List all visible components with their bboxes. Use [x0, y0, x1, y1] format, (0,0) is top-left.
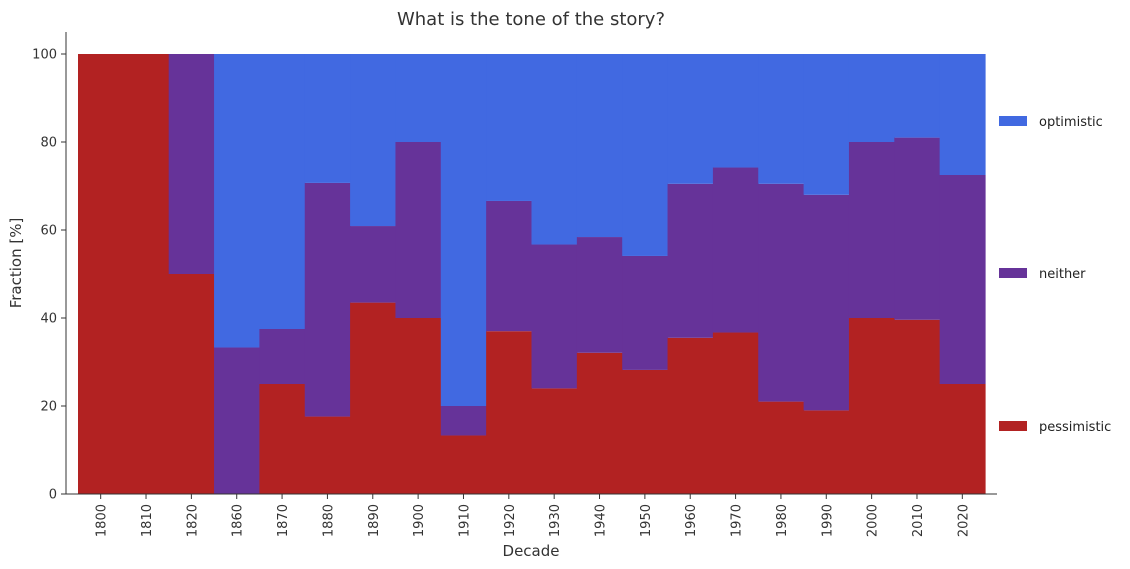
bar-pessimistic-1880 [304, 416, 351, 494]
bar-pessimistic-1950 [622, 369, 669, 494]
legend-label-neither: neither [1039, 267, 1086, 282]
legend-swatch-optimistic [999, 116, 1027, 126]
legend: optimistic neither pessimistic [999, 115, 1111, 435]
bar-neither-1890 [350, 226, 397, 303]
bar-optimistic-1980 [758, 54, 805, 184]
bar-optimistic-1970 [712, 54, 759, 168]
x-tick-label: 1930 [548, 504, 563, 537]
bar-pessimistic-1890 [350, 302, 397, 494]
bar-neither-1870 [259, 329, 306, 384]
x-tick-label: 1820 [185, 504, 200, 537]
bar-neither-2010 [894, 137, 941, 320]
x-tick-label: 2020 [956, 504, 971, 537]
y-ticks: 0 20 40 60 80 100 [32, 48, 66, 503]
bar-pessimistic-1800 [78, 54, 124, 494]
bar-neither-1970 [712, 167, 759, 333]
x-tick-label: 1880 [321, 504, 336, 537]
bar-neither-1940 [576, 237, 623, 353]
legend-swatch-pessimistic [999, 421, 1027, 431]
bar-pessimistic-1810 [123, 54, 170, 494]
bar-pessimistic-1930 [531, 388, 578, 494]
y-tick-label: 40 [40, 312, 57, 327]
x-tick-label: 1980 [775, 504, 790, 537]
bar-pessimistic-1910 [440, 435, 487, 494]
legend-label-pessimistic: pessimistic [1039, 420, 1111, 435]
x-tick-label: 1860 [231, 504, 246, 537]
bar-neither-1820 [168, 54, 215, 274]
bar-pessimistic-1960 [667, 337, 714, 494]
x-tick-label: 1800 [95, 504, 110, 537]
bar-neither-1900 [395, 142, 442, 318]
legend-label-optimistic: optimistic [1039, 115, 1103, 130]
bar-neither-1880 [304, 182, 351, 417]
x-axis-label: Decade [503, 542, 560, 560]
bar-pessimistic-2000 [848, 318, 895, 494]
bar-pessimistic-1820 [168, 274, 215, 494]
bar-pessimistic-2010 [894, 319, 941, 494]
x-tick-label: 1960 [684, 504, 699, 537]
x-tick-label: 1910 [457, 504, 472, 537]
x-tick-label: 2010 [911, 504, 926, 537]
bar-optimistic-1870 [259, 54, 306, 329]
bar-optimistic-1890 [350, 54, 397, 227]
y-tick-label: 60 [40, 224, 57, 239]
bar-neither-1910 [440, 406, 487, 436]
bar-neither-1930 [531, 244, 578, 389]
bar-neither-1990 [803, 194, 850, 411]
stacked-bars [78, 54, 986, 494]
bar-pessimistic-1980 [758, 401, 805, 494]
bar-pessimistic-1970 [712, 332, 759, 494]
x-tick-label: 1900 [412, 504, 427, 537]
bar-neither-2000 [848, 142, 895, 318]
x-tick-label: 1940 [594, 504, 609, 537]
axes [65, 32, 997, 495]
x-tick-label: 1870 [276, 504, 291, 537]
x-ticks: 1800 1810 1820 1860 1870 1880 1890 1900 1910 1920… [95, 494, 971, 537]
bar-neither-2020 [939, 175, 986, 384]
bar-pessimistic-1870 [259, 384, 306, 494]
x-tick-label: 1950 [639, 504, 654, 537]
bar-optimistic-1960 [667, 54, 714, 184]
bar-neither-1920 [486, 200, 533, 332]
bar-optimistic-1920 [486, 54, 533, 201]
bar-optimistic-2010 [894, 54, 941, 138]
x-tick-label: 1970 [730, 504, 745, 537]
bar-optimistic-1950 [622, 54, 669, 256]
x-tick-label: 2000 [866, 504, 881, 537]
bar-pessimistic-1920 [486, 331, 533, 494]
bar-optimistic-1990 [803, 54, 850, 195]
y-tick-label: 100 [32, 48, 57, 63]
x-tick-label: 1810 [140, 504, 155, 537]
bar-optimistic-1900 [395, 54, 442, 142]
bar-neither-1960 [667, 183, 714, 338]
bar-optimistic-1930 [531, 54, 578, 245]
bar-pessimistic-1940 [576, 352, 623, 494]
bar-neither-1860 [214, 347, 260, 494]
y-tick-label: 0 [49, 488, 57, 503]
bar-pessimistic-2020 [939, 384, 986, 494]
bar-optimistic-2000 [848, 54, 895, 142]
bar-optimistic-1880 [304, 54, 351, 183]
chart-title: What is the tone of the story? [397, 9, 665, 30]
bar-optimistic-1860 [214, 54, 260, 348]
bar-optimistic-2020 [939, 54, 986, 175]
y-tick-label: 20 [40, 400, 57, 415]
y-tick-label: 80 [40, 136, 57, 151]
bar-pessimistic-1900 [395, 318, 442, 494]
bar-optimistic-1940 [576, 54, 623, 238]
x-tick-label: 1890 [367, 504, 382, 537]
bar-pessimistic-1990 [803, 410, 850, 494]
x-tick-label: 1990 [820, 504, 835, 537]
bar-neither-1950 [622, 255, 669, 370]
y-axis-label: Fraction [%] [7, 218, 25, 309]
x-tick-label: 1920 [503, 504, 518, 537]
bar-neither-1980 [758, 183, 805, 402]
legend-swatch-neither [999, 268, 1027, 278]
bar-optimistic-1910 [440, 54, 487, 406]
